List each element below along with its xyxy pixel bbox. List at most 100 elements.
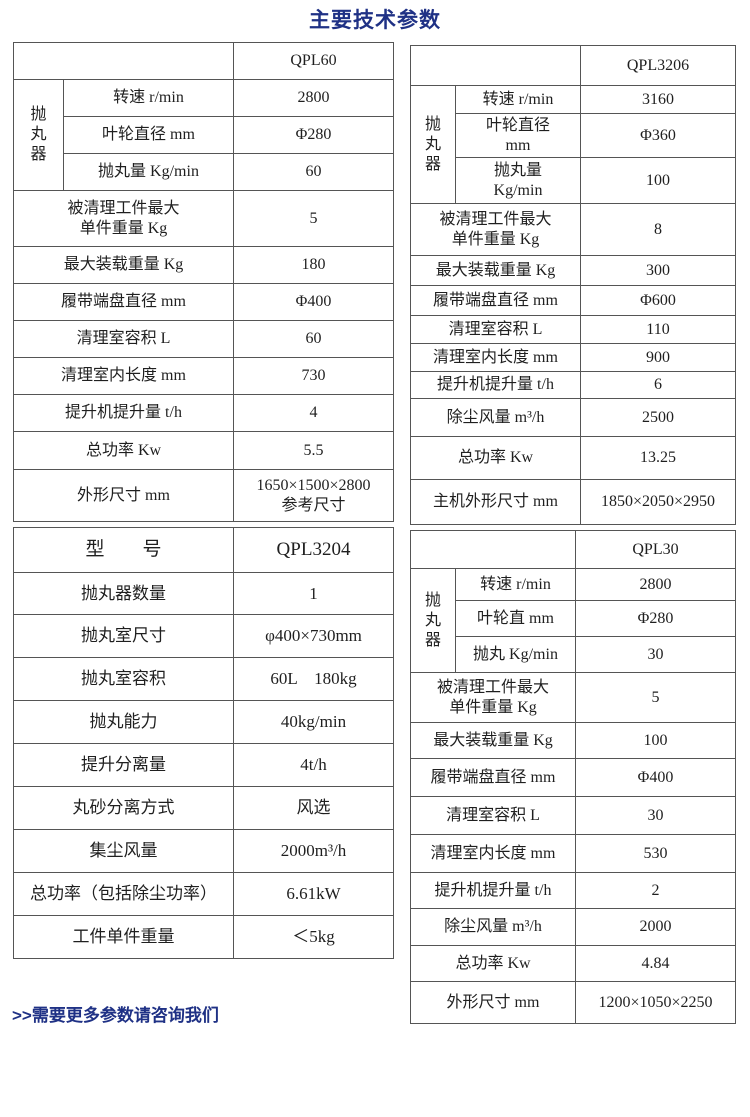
spec-label-cell: 转速 r/min: [63, 79, 234, 117]
blank-header-cell: [410, 530, 576, 569]
table-row: 总功率 Kw 5.5: [13, 431, 394, 470]
spec-label-cell: 抛丸室尺寸: [13, 614, 234, 658]
spec-label-cell: 被清理工件最大 单件重量 Kg: [410, 203, 581, 256]
table-row: 抛 丸 器 转速 r/min 2800: [410, 568, 736, 673]
spec-value-cell: 530: [575, 834, 736, 873]
spec-value-cell: φ400×730mm: [233, 614, 394, 658]
table-row: 清理室容积 L 30: [410, 796, 736, 835]
spec-label-cell: 抛丸室容积: [13, 657, 234, 701]
table-row: 清理室内长度 mm 900: [410, 343, 736, 372]
group-header-cell: 抛 丸 器: [410, 568, 456, 673]
spec-value-cell: 1200×1050×2250: [575, 981, 736, 1024]
table-row: 抛丸能力 40kg/min: [13, 700, 394, 744]
table-row: 抛丸室容积 60L 180kg: [13, 657, 394, 701]
spec-value-cell: 5: [233, 190, 394, 247]
table-row: 抛丸室尺寸 φ400×730mm: [13, 614, 394, 658]
spec-label-cell: 抛丸器数量: [13, 572, 234, 615]
spec-table-qpl60: QPL60 抛 丸 器 转速 r/min 2800 叶轮直径 mm Φ280 抛…: [13, 42, 394, 522]
table-row: 型 号 QPL3204: [13, 527, 394, 573]
spec-label-cell: 提升机提升量 t/h: [410, 371, 581, 399]
table-row: 抛丸量 Kg/min 60: [14, 153, 394, 191]
table-row: 丸砂分离方式 风选: [13, 786, 394, 830]
spec-label-cell: 清理室内长度 mm: [410, 834, 576, 873]
spec-value-cell: 3160: [580, 85, 736, 114]
spec-value-cell: 13.25: [580, 436, 736, 480]
spec-label-cell: 履带端盘直径 mm: [410, 285, 581, 316]
table-row: 最大装载重量 Kg 100: [410, 722, 736, 759]
model-header-cell: QPL30: [575, 530, 736, 569]
spec-label-cell: 总功率 Kw: [13, 431, 234, 470]
table-row: 抛 丸 器 转速 r/min 3160: [410, 85, 736, 204]
spec-label-cell: 总功率 Kw: [410, 436, 581, 480]
table-row: 集尘风量 2000m³/h: [13, 829, 394, 873]
table-row: 清理室内长度 mm 530: [410, 834, 736, 873]
table-row: 清理室内长度 mm 730: [13, 357, 394, 395]
spec-value-cell: 2800: [575, 568, 736, 601]
table-row: 被清理工件最大 单件重量 Kg 8: [410, 203, 736, 256]
spec-label-cell: 总功率 Kw: [410, 945, 576, 982]
table-row: 除尘风量 m³/h 2000: [410, 908, 736, 946]
spec-label-cell: 清理室容积 L: [410, 796, 576, 835]
spec-label-cell: 叶轮直径 mm: [63, 116, 234, 154]
spec-value-cell: 1850×2050×2950: [580, 479, 736, 525]
spec-label-cell: 提升机提升量 t/h: [13, 394, 234, 432]
spec-label-cell: 最大装载重量 Kg: [13, 246, 234, 284]
table-row: 提升机提升量 t/h 4: [13, 394, 394, 432]
table-row: QPL3206: [410, 45, 736, 86]
spec-label-cell: 集尘风量: [13, 829, 234, 873]
spec-value-cell: 2500: [580, 398, 736, 437]
table-row: 总功率（包括除尘功率） 6.61kW: [13, 872, 394, 916]
spec-value-cell: Φ400: [575, 758, 736, 797]
page-title: 主要技术参数: [309, 9, 441, 32]
model-header-cell: QPL3206: [580, 45, 736, 86]
spec-value-cell: 2000m³/h: [233, 829, 394, 873]
more-parameters-link[interactable]: >>需要更多参数请咨询我们: [12, 1006, 219, 1025]
table-row: 叶轮直径 mm Φ280: [14, 116, 394, 154]
spec-value-cell: 30: [575, 796, 736, 835]
spec-table-qpl3204: 型 号 QPL3204 抛丸器数量 1 抛丸室尺寸 φ400×730mm 抛丸室…: [13, 527, 394, 959]
spec-label-cell: 被清理工件最大 单件重量 Kg: [410, 672, 576, 723]
spec-label-cell: 清理室容积 L: [410, 315, 581, 344]
spec-value-cell: 730: [233, 357, 394, 395]
spec-label-cell: 清理室内长度 mm: [13, 357, 234, 395]
spec-value-cell: 110: [580, 315, 736, 344]
spec-label-cell: 抛丸量 Kg/min: [63, 153, 234, 191]
spec-value-cell: 4t/h: [233, 743, 394, 787]
spec-label-cell: 履带端盘直径 mm: [410, 758, 576, 797]
spec-value-cell: 6: [580, 371, 736, 399]
spec-value-cell: 5: [575, 672, 736, 723]
table-row: 清理室容积 L 60: [13, 320, 394, 358]
spec-value-cell: 4.84: [575, 945, 736, 982]
spec-value-cell: 8: [580, 203, 736, 256]
spec-value-cell: 300: [580, 255, 736, 286]
spec-label-cell: 被清理工件最大 单件重量 Kg: [13, 190, 234, 247]
spec-label-cell: 工件单件重量: [13, 915, 234, 959]
blank-header-cell: [410, 45, 581, 86]
spec-value-cell: 60: [233, 320, 394, 358]
table-row: QPL30: [410, 530, 736, 569]
table-row: 清理室容积 L 110: [410, 315, 736, 344]
model-label-cell: 型 号: [13, 527, 234, 573]
table-row: 抛丸 Kg/min 30: [411, 636, 736, 673]
spec-label-cell: 除尘风量 m³/h: [410, 398, 581, 437]
spec-value-cell: 100: [575, 722, 736, 759]
spec-label-cell: 清理室内长度 mm: [410, 343, 581, 372]
spec-value-cell: Φ600: [580, 285, 736, 316]
table-row: 提升机提升量 t/h 6: [410, 371, 736, 399]
table-row: 最大装载重量 Kg 180: [13, 246, 394, 284]
spec-value-cell: 60L 180kg: [233, 657, 394, 701]
spec-value-cell: 1650×1500×2800 参考尺寸: [233, 469, 394, 522]
table-row: 抛丸器数量 1: [13, 572, 394, 615]
table-row: 履带端盘直径 mm Φ400: [13, 283, 394, 321]
spec-label-cell: 提升机提升量 t/h: [410, 872, 576, 909]
blank-header-cell: [13, 42, 234, 80]
table-row: 叶轮直径 mm Φ360: [411, 113, 736, 158]
model-header-cell: QPL3204: [233, 527, 394, 573]
table-row: 外形尺寸 mm 1200×1050×2250: [410, 981, 736, 1024]
table-row: 履带端盘直径 mm Φ600: [410, 285, 736, 316]
table-row: 履带端盘直径 mm Φ400: [410, 758, 736, 797]
table-row: 主机外形尺寸 mm 1850×2050×2950: [410, 479, 736, 525]
spec-label-cell: 提升分离量: [13, 743, 234, 787]
table-row: QPL60: [13, 42, 394, 80]
